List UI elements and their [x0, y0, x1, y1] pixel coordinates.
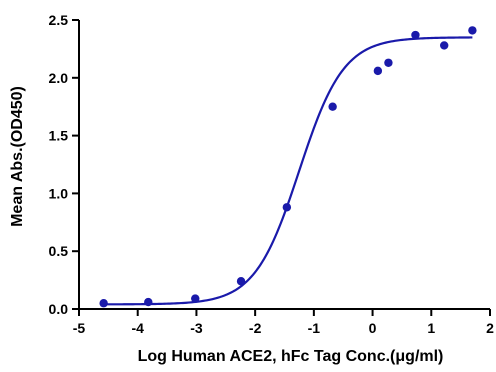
fit-curve [103, 36, 473, 306]
y-tick-label: 2.0 [49, 70, 69, 86]
axes [78, 20, 490, 310]
y-axis-label: Mean Abs.(OD450) [9, 86, 26, 227]
data-point [411, 30, 420, 40]
data-point [468, 26, 477, 35]
data-point [191, 294, 200, 303]
x-axis-label: Log Human ACE2, hFc Tag Conc.(μg/ml) [138, 348, 444, 365]
y-tick-label: 0.5 [49, 243, 69, 259]
x-tick-label: 0 [369, 320, 377, 336]
x-tick-label: -4 [131, 320, 144, 336]
x-tick-label: 1 [427, 320, 435, 336]
data-point [440, 41, 449, 50]
data-points [99, 26, 477, 308]
y-tick-label: 2.5 [49, 12, 69, 28]
y-tick-label: 1.5 [49, 128, 69, 144]
data-point [373, 66, 383, 76]
x-tick-label: -2 [249, 320, 262, 336]
data-point [99, 299, 108, 308]
data-point [144, 297, 153, 307]
y-tick-label: 1.0 [49, 185, 69, 201]
x-tick-label: -3 [190, 320, 203, 336]
x-tick-label: -1 [308, 320, 321, 336]
x-axis-ticks: -5 -4 -3 -2 -1 0 1 2 [73, 309, 494, 336]
x-tick-label: 2 [486, 320, 494, 336]
y-tick-label: 0.0 [49, 301, 69, 317]
data-point [236, 277, 246, 286]
y-axis-ticks: 0.0 0.5 1.0 1.5 2.0 2.5 [49, 12, 79, 317]
data-point [384, 58, 393, 67]
data-point [282, 203, 292, 212]
data-point [328, 102, 337, 111]
x-tick-label: -5 [73, 320, 86, 336]
